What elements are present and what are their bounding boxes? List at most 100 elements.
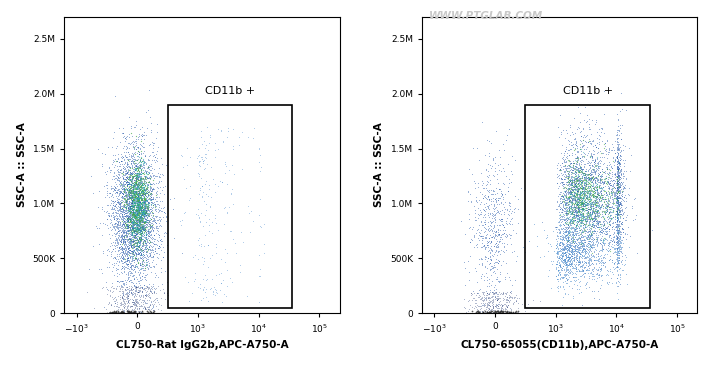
Point	[194, 159, 206, 164]
Point	[124, 141, 136, 147]
Point	[594, 171, 605, 177]
Point	[479, 217, 491, 223]
Point	[131, 305, 142, 311]
Point	[613, 189, 624, 195]
Point	[499, 290, 511, 296]
Point	[117, 215, 129, 221]
Point	[576, 247, 588, 253]
Point	[146, 181, 157, 186]
Point	[573, 268, 585, 273]
Point	[577, 207, 588, 212]
Point	[221, 267, 232, 273]
Point	[149, 154, 161, 160]
Point	[122, 228, 134, 233]
Point	[487, 310, 498, 316]
Point	[559, 208, 570, 214]
Point	[565, 189, 577, 195]
Point	[124, 203, 135, 209]
Point	[126, 140, 137, 146]
Point	[133, 251, 144, 257]
Point	[480, 270, 491, 276]
Point	[121, 201, 133, 207]
Point	[144, 175, 156, 181]
Point	[126, 262, 138, 268]
Point	[579, 250, 590, 256]
Point	[124, 186, 135, 192]
Point	[129, 242, 140, 248]
Point	[119, 263, 130, 269]
Point	[149, 175, 160, 181]
Point	[603, 235, 615, 240]
Point	[563, 179, 575, 185]
Point	[136, 202, 147, 208]
Point	[131, 189, 143, 195]
Point	[560, 271, 571, 277]
Point	[583, 194, 595, 200]
Point	[114, 208, 126, 214]
Point	[492, 260, 503, 266]
Point	[503, 188, 514, 194]
Point	[590, 254, 602, 260]
Point	[140, 188, 151, 194]
Point	[122, 225, 134, 231]
Point	[473, 157, 485, 163]
Point	[123, 246, 134, 252]
Point	[570, 247, 581, 253]
Point	[142, 189, 154, 195]
Point	[615, 179, 626, 185]
Point	[134, 197, 145, 203]
Point	[613, 184, 624, 190]
Point	[589, 163, 600, 169]
Point	[568, 192, 580, 198]
Point	[134, 200, 146, 206]
Point	[156, 208, 168, 214]
Point	[596, 213, 608, 219]
Point	[123, 309, 134, 315]
Point	[130, 235, 141, 241]
Point	[134, 225, 145, 231]
Point	[124, 206, 136, 212]
Point	[144, 181, 156, 187]
Point	[577, 202, 588, 208]
Point	[599, 211, 610, 217]
Point	[126, 200, 138, 206]
Point	[136, 192, 148, 198]
Point	[603, 257, 615, 263]
Point	[128, 225, 139, 230]
Point	[121, 178, 132, 184]
Point	[132, 269, 144, 275]
Point	[123, 183, 134, 189]
Point	[613, 214, 624, 220]
Point	[610, 200, 622, 206]
Point	[114, 246, 126, 251]
Point	[583, 185, 595, 191]
Point	[131, 299, 143, 305]
Point	[571, 200, 583, 206]
Point	[588, 215, 599, 221]
Point	[589, 265, 600, 271]
Point	[136, 163, 148, 169]
Point	[148, 263, 159, 269]
Point	[605, 188, 616, 194]
Point	[578, 200, 590, 206]
Point	[563, 207, 575, 213]
Point	[626, 204, 638, 210]
Point	[563, 186, 575, 192]
Point	[574, 255, 585, 261]
Point	[154, 243, 165, 249]
Point	[483, 189, 495, 195]
Point	[134, 182, 145, 188]
Point	[615, 246, 627, 252]
Point	[579, 179, 590, 185]
Point	[561, 186, 573, 192]
Point	[597, 257, 608, 263]
Point	[506, 208, 518, 214]
Point	[600, 189, 612, 195]
Point	[612, 236, 623, 241]
Point	[572, 268, 583, 273]
Point	[575, 166, 586, 171]
Point	[617, 229, 628, 235]
Point	[485, 192, 496, 197]
Point	[585, 150, 597, 156]
Point	[125, 187, 136, 193]
